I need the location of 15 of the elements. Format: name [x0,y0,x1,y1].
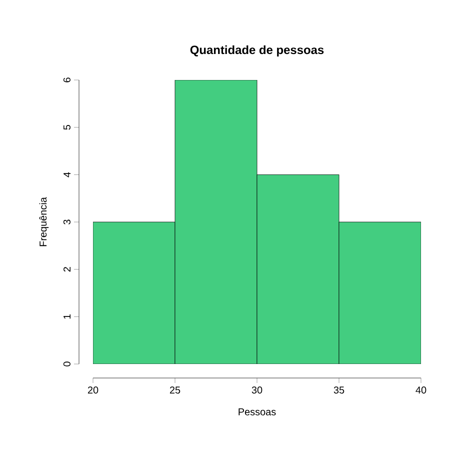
y-axis-title: Frequência [39,197,49,246]
y-tick-label: 3 [63,220,70,224]
y-tick-label: 2 [64,267,70,272]
x-tick-label: 30 [252,386,262,394]
x-tick-label: 40 [416,386,426,394]
x-tick-label: 20 [88,386,98,394]
y-tick-label: 6 [63,78,70,82]
y-tick-label: 4 [64,172,70,178]
y-tick-label: 1 [64,314,70,319]
chart-title: Quantidade de pessoas [190,45,324,57]
x-tick-label: 35 [334,386,344,394]
y-tick-label: 0 [63,362,70,366]
y-tick-label: 5 [64,124,70,130]
x-tick-label: 25 [170,386,180,394]
x-axis-title: Pessoas [238,408,276,416]
